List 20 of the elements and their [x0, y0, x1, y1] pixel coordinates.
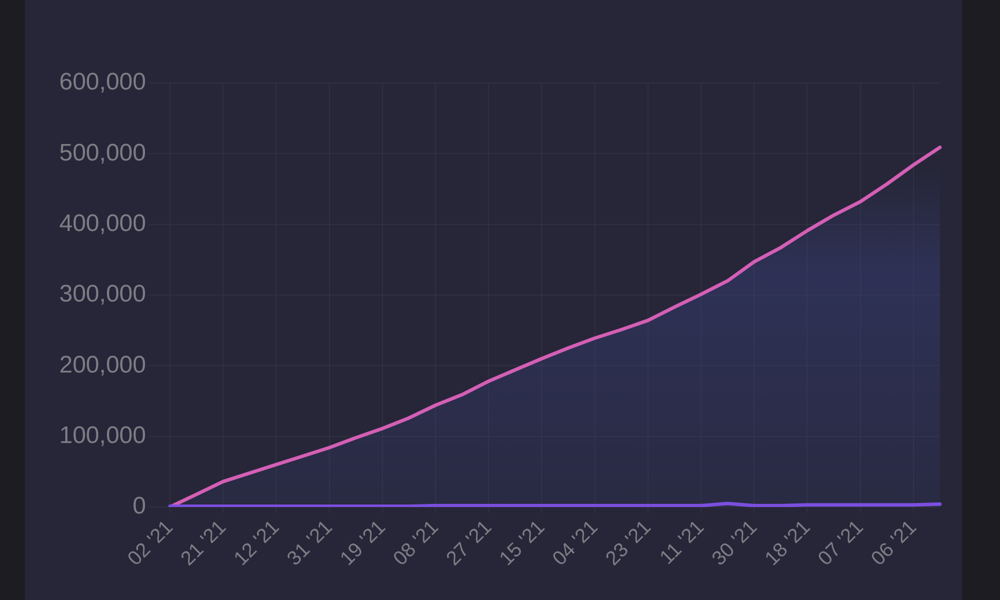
y-tick-label: 600,000 [59, 68, 146, 96]
x-tick-label: 19 '21 [336, 516, 390, 570]
x-tick-label: 12 '21 [230, 516, 284, 570]
y-tick-label: 300,000 [59, 280, 146, 308]
x-tick-label: 21 '21 [176, 516, 231, 570]
y-tick-label: 200,000 [59, 351, 146, 378]
x-tick-label: 30 '21 [708, 516, 762, 570]
x-tick-label: 04 '21 [548, 516, 602, 570]
x-tick-label: 23 '21 [602, 516, 656, 570]
x-tick-label: 15 '21 [496, 516, 550, 570]
x-tick-label: 08 '21 [389, 516, 443, 570]
x-tick-label: 27 '21 [442, 516, 496, 570]
x-tick-label: 11 '21 [656, 516, 708, 569]
y-tick-label: 400,000 [59, 210, 146, 237]
x-tick-label: 31 '21 [283, 516, 337, 570]
y-tick-label: 100,000 [59, 422, 146, 449]
x-tick-label: 06 '21 [867, 516, 921, 570]
y-tick-label: 500,000 [59, 139, 146, 166]
x-tick-label: 18 '21 [761, 516, 815, 570]
x-tick-label: 07 '21 [814, 516, 868, 570]
